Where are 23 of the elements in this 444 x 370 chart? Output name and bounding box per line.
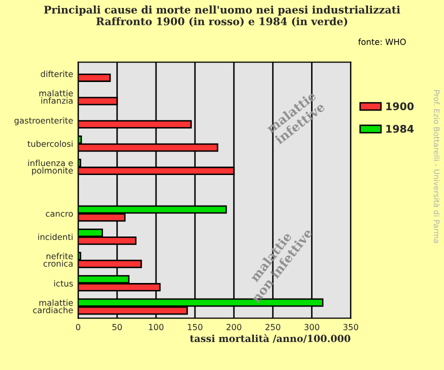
chart-title: Principali cause di morte nell'uomo nei paesi industrializzati Raffronto 1900 (in rosso) e 1984 (in verde): [44, 6, 400, 27]
y-tick-label: influenza e polmonite: [28, 160, 73, 176]
y-tick-label: cancro: [46, 212, 73, 217]
y-tick-label: incidenti: [38, 234, 72, 240]
y-tick-label: malattie infanzia: [39, 90, 73, 104]
y-tick-label: tubercolosi: [28, 140, 72, 147]
source-note: fonte: WHO: [358, 38, 406, 45]
x-tick-label: 300: [304, 324, 320, 330]
legend-label: 1900: [386, 102, 414, 110]
y-tick-label: ictus: [54, 280, 73, 287]
y-tick-label: gastroenterite: [14, 117, 73, 126]
x-tick-label: 150: [188, 324, 202, 330]
x-tick-label: 0: [76, 324, 80, 330]
y-tick-label: nefrite cronica: [44, 252, 73, 267]
x-tick-label: 250: [266, 324, 280, 330]
x-tick-label: 50: [112, 324, 122, 330]
y-tick-label: malattie cardiache: [33, 299, 73, 314]
x-axis-title: tassi mortalità /anno/100.000: [190, 334, 350, 343]
y-tick-label: difterite: [40, 70, 73, 78]
x-tick-label: 350: [343, 324, 358, 330]
x-tick-label: 200: [226, 324, 242, 330]
x-tick-label: 100: [148, 324, 164, 330]
legend-label: 1984: [386, 124, 414, 133]
